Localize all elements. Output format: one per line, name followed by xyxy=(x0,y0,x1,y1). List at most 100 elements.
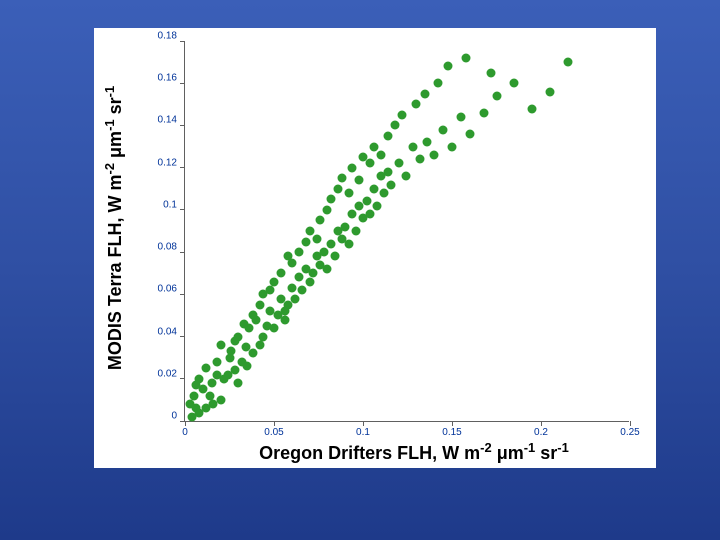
scatter-point xyxy=(383,167,392,176)
scatter-point xyxy=(366,210,375,219)
scatter-point xyxy=(287,284,296,293)
scatter-point xyxy=(298,286,307,295)
scatter-point xyxy=(348,210,357,219)
scatter-point xyxy=(387,180,396,189)
scatter-point xyxy=(326,239,335,248)
scatter-point xyxy=(563,58,572,67)
x-label-sup-3: -1 xyxy=(557,440,569,455)
scatter-point xyxy=(255,300,264,309)
scatter-point xyxy=(369,142,378,151)
scatter-point xyxy=(323,265,332,274)
scatter-point xyxy=(456,113,465,122)
scatter-point xyxy=(351,227,360,236)
scatter-point xyxy=(362,197,371,206)
x-tick-label: 0.2 xyxy=(534,421,548,438)
scatter-point xyxy=(480,108,489,117)
y-tick-label: 0.14 xyxy=(158,115,185,126)
x-tick-label: 0.05 xyxy=(264,421,283,438)
scatter-point xyxy=(189,391,198,400)
scatter-point xyxy=(330,252,339,261)
scatter-point xyxy=(323,205,332,214)
scatter-point xyxy=(408,142,417,151)
scatter-point xyxy=(302,237,311,246)
x-tick-label: 0.1 xyxy=(356,421,370,438)
y-tick-label: 0.06 xyxy=(158,284,185,295)
scatter-point xyxy=(227,347,236,356)
scatter-point xyxy=(344,189,353,198)
scatter-point xyxy=(216,341,225,350)
x-axis-label: Oregon Drifters FLH, W m-2 μm-1 sr-1 xyxy=(214,440,614,464)
scatter-point xyxy=(255,341,264,350)
scatter-point xyxy=(462,53,471,62)
scatter-point xyxy=(234,379,243,388)
scatter-point xyxy=(305,277,314,286)
y-label-text-1: MODIS Terra FLH, W m xyxy=(105,174,125,370)
scatter-point xyxy=(277,269,286,278)
scatter-point xyxy=(230,336,239,345)
scatter-point xyxy=(341,222,350,231)
scatter-point xyxy=(294,273,303,282)
y-label-text-2: μm xyxy=(105,131,125,163)
y-label-text-3: sr xyxy=(105,97,125,119)
scatter-point xyxy=(380,189,389,198)
y-tick-label: 0.08 xyxy=(158,242,185,253)
x-tick-label: 0.25 xyxy=(620,421,639,438)
x-label-sup-1: -2 xyxy=(480,440,492,455)
scatter-point xyxy=(207,379,216,388)
scatter-point xyxy=(366,159,375,168)
x-label-sup-2: -1 xyxy=(524,440,536,455)
y-tick-label: 0.12 xyxy=(158,157,185,168)
scatter-point xyxy=(545,87,554,96)
scatter-point xyxy=(191,381,200,390)
y-tick-label: 0.16 xyxy=(158,73,185,84)
scatter-point xyxy=(487,68,496,77)
scatter-point xyxy=(243,362,252,371)
scatter-point xyxy=(421,89,430,98)
scatter-point xyxy=(239,319,248,328)
scatter-point xyxy=(291,294,300,303)
scatter-point xyxy=(373,201,382,210)
x-label-text-2: μm xyxy=(492,443,524,463)
scatter-point xyxy=(528,104,537,113)
scatter-point xyxy=(284,252,293,261)
scatter-point xyxy=(213,357,222,366)
y-label-sup-2: -1 xyxy=(102,119,117,131)
scatter-point xyxy=(344,239,353,248)
scatter-point xyxy=(398,110,407,119)
scatter-point xyxy=(248,349,257,358)
scatter-point xyxy=(337,174,346,183)
scatter-point xyxy=(369,184,378,193)
scatter-point xyxy=(334,184,343,193)
scatter-point xyxy=(412,100,421,109)
scatter-point xyxy=(355,176,364,185)
scatter-point xyxy=(259,332,268,341)
x-tick-label: 0 xyxy=(182,421,188,438)
scatter-point xyxy=(376,151,385,160)
scatter-point xyxy=(492,91,501,100)
y-axis-label: MODIS Terra FLH, W m-2 μm-1 sr-1 xyxy=(102,38,126,418)
y-tick-label: 0.04 xyxy=(158,326,185,337)
scatter-point xyxy=(510,79,519,88)
scatter-point xyxy=(444,62,453,71)
x-label-text-1: Oregon Drifters FLH, W m xyxy=(259,443,480,463)
scatter-point xyxy=(415,155,424,164)
scatter-point xyxy=(270,324,279,333)
scatter-point xyxy=(319,248,328,257)
scatter-point xyxy=(270,277,279,286)
y-tick-label: 0 xyxy=(171,411,185,422)
y-label-sup-3: -1 xyxy=(102,86,117,98)
scatter-point xyxy=(312,235,321,244)
scatter-point xyxy=(394,159,403,168)
scatter-point xyxy=(383,132,392,141)
scatter-point xyxy=(280,315,289,324)
scatter-point xyxy=(266,286,275,295)
y-tick-label: 0.02 xyxy=(158,368,185,379)
scatter-point xyxy=(439,125,448,134)
y-tick-label: 0.18 xyxy=(158,31,185,42)
y-label-sup-1: -2 xyxy=(102,163,117,175)
scatter-point xyxy=(401,172,410,181)
slide-background: 0 0.02 0.04 0.06 0.08 0.1 0.12 0.14 0.16 0.18 0 0.0… xyxy=(0,0,720,540)
scatter-point xyxy=(223,370,232,379)
chart-container: 0 0.02 0.04 0.06 0.08 0.1 0.12 0.14 0.16 0.18 0 0.0… xyxy=(94,28,656,468)
x-label-text-3: sr xyxy=(535,443,557,463)
